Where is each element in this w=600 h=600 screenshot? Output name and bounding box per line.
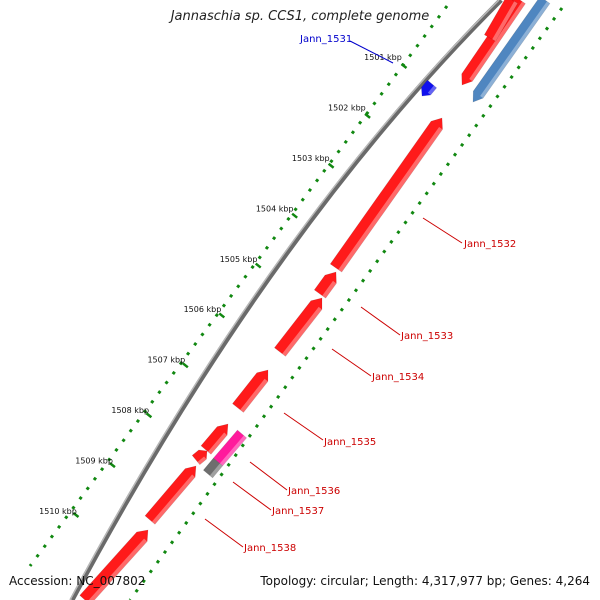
ruler-tick [145,412,153,419]
map-title: Jannaschia sp. CCS1, complete genome [170,9,430,24]
gene-label[interactable]: Jann_1537 [271,506,324,517]
gene-label-leader [360,306,401,336]
gene-label[interactable]: Jann_1534 [371,372,424,383]
ruler-tick [254,262,262,269]
genome-backbone-highlight [69,0,500,600]
ruler-tick-label: 1509 kbp [75,457,113,466]
ruler-tick-label: 1502 kbp [328,103,366,112]
genome-backbone [69,0,503,600]
gc-content-track-inner [128,7,564,600]
gene-cds-unlabeled[interactable] [457,0,526,89]
gene-cds-unlabeled[interactable] [483,0,519,42]
gene-jann-1536[interactable] [191,446,211,466]
ruler-tick-label: 1506 kbp [184,305,222,314]
gene-label[interactable]: Jann_1531 [299,34,352,45]
ruler-tick-label: 1508 kbp [111,406,149,415]
ruler-tick-label: 1503 kbp [292,154,330,163]
gene-jann-1531[interactable] [417,79,438,100]
genome-summary-text: Topology: circular; Length: 4,317,977 bp… [260,574,590,588]
ruler-tick [291,212,298,219]
ruler-tick-label: 1510 kbp [39,507,77,516]
gene-label-leader [249,461,288,491]
gene-jann-1533[interactable] [274,294,327,357]
gene-pseudo-unlabeled[interactable] [202,457,224,479]
accession-text: Accession: NC_007802 [9,574,146,588]
gene-label[interactable]: Jann_1536 [287,486,340,497]
ruler-tick [327,162,335,169]
gene-label-leader [349,40,394,64]
gene-label[interactable]: Jann_1533 [400,331,453,342]
gene-label-leader [204,518,244,548]
gene-label-leader [422,217,463,244]
gene-jann-1537[interactable] [213,429,247,467]
gene-jann-1535[interactable] [200,420,233,455]
gene-jann-1534[interactable] [232,366,274,413]
gene-label[interactable]: Jann_1538 [243,543,296,554]
gene-label-leader [232,481,272,511]
ruler-tick-label: 1504 kbp [256,204,294,213]
gene-jann-1532[interactable] [329,114,447,273]
gene-label[interactable]: Jann_1535 [323,437,376,448]
ruler-tick [109,462,116,469]
ruler-tick [400,63,408,69]
ruler-tick-label: 1507 kbp [147,356,185,365]
ruler-tick [182,362,189,369]
gene-jann-1538[interactable] [79,525,153,600]
ruler-tick [218,312,226,319]
gene-label-leader [331,348,372,377]
ruler-tick [72,512,80,518]
gene-label[interactable]: Jann_1532 [463,239,516,250]
gene-feature-unlabeled[interactable] [468,0,551,105]
gene-label-leader [283,412,324,441]
gene-jann-1538-part[interactable] [144,462,201,525]
gc-content-track-outer [28,5,449,567]
ruler-tick-label: 1505 kbp [220,255,258,264]
ruler-tick [364,112,371,119]
gene-jann-1533-part[interactable] [313,268,341,299]
